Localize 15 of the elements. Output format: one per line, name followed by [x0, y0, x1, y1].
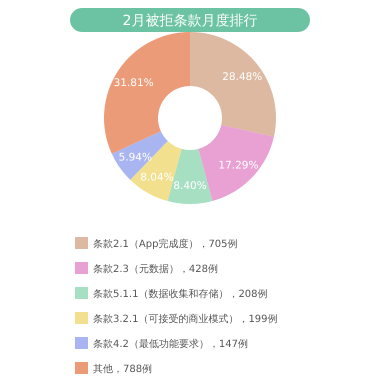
data-label: 28.48% — [222, 71, 262, 84]
legend-label: 条款5.1.1（数据收集和存储），208例 — [93, 288, 268, 300]
data-label: 8.40% — [173, 180, 207, 192]
donut-slice — [190, 32, 276, 137]
donut-slice — [104, 32, 190, 154]
legend-label: 条款2.3（元数据），428例 — [93, 263, 218, 275]
data-label: 17.29% — [218, 159, 258, 172]
legend-label: 条款4.2（最低功能要求），147例 — [93, 338, 248, 350]
chart-title: 2月被拒条款月度排行 — [122, 13, 258, 29]
data-label: 8.04% — [140, 171, 174, 184]
data-label: 31.81% — [114, 76, 154, 89]
data-label: 5.94% — [118, 152, 152, 164]
legend-label: 其他，788例 — [93, 363, 152, 375]
legend-label: 条款3.2.1（可接受的商业模式），199例 — [93, 313, 278, 325]
legend-label: 条款2.1（App完成度），705例 — [93, 238, 238, 250]
